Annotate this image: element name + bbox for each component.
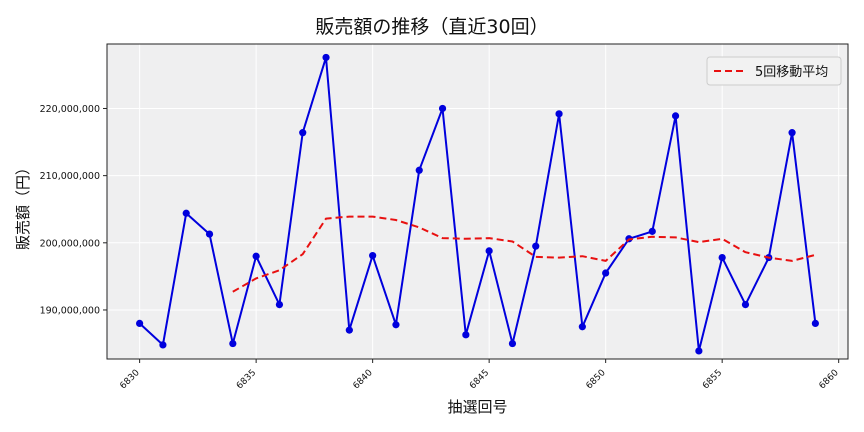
- y-tick-label: 220,000,000: [40, 104, 100, 115]
- data-point-marker: [438, 104, 447, 113]
- y-tick-label: 200,000,000: [40, 238, 100, 249]
- data-point-marker: [299, 129, 307, 137]
- data-point-marker: [602, 269, 610, 277]
- x-axis-label: 抽選回号: [447, 398, 508, 416]
- y-tick-label: 190,000,000: [40, 305, 100, 316]
- data-point-marker: [415, 166, 423, 174]
- data-point-marker: [136, 319, 144, 328]
- data-point-marker: [811, 319, 819, 328]
- data-point-marker: [695, 347, 703, 355]
- x-tick-label: 6850: [585, 368, 608, 391]
- x-tick-label: 6860: [818, 368, 841, 391]
- chart-title: 販売額の推移（直近30回）: [315, 16, 549, 38]
- data-point-marker: [392, 321, 400, 329]
- data-point-marker: [578, 323, 586, 331]
- data-point-marker: [788, 129, 796, 137]
- data-point-marker: [648, 227, 656, 235]
- x-tick-label: 6830: [118, 368, 141, 391]
- data-point-marker: [555, 110, 563, 118]
- data-point-marker: [345, 326, 353, 334]
- sales-line: [138, 56, 817, 352]
- plot-frame: [106, 43, 849, 360]
- data-point-marker: [369, 251, 377, 260]
- data-point-marker: [532, 242, 540, 250]
- x-tick-label: 6845: [468, 368, 491, 391]
- data-point-marker: [508, 339, 517, 348]
- data-point-marker: [159, 341, 167, 349]
- legend-box: [706, 56, 842, 86]
- legend-label: 5回移動平均: [755, 65, 828, 80]
- moving-average-line: [232, 215, 816, 293]
- data-point-marker: [229, 339, 237, 348]
- data-point-marker: [322, 53, 330, 62]
- data-point-marker: [462, 331, 470, 339]
- data-point-marker: [275, 300, 284, 309]
- plot-background: [107, 44, 848, 359]
- x-tick-label: 6840: [351, 368, 374, 391]
- data-point-marker: [205, 230, 214, 238]
- y-tick-label: 210,000,000: [40, 171, 100, 182]
- data-point-marker: [671, 112, 680, 120]
- data-point-marker: [182, 209, 190, 217]
- x-tick-label: 6835: [235, 368, 258, 391]
- data-point-marker: [485, 247, 493, 255]
- x-tick-label: 6855: [701, 368, 724, 391]
- data-point-marker: [252, 252, 260, 260]
- y-axis-label-text: 販売額（円）: [14, 160, 32, 250]
- data-point-marker: [741, 300, 750, 309]
- data-point-marker: [718, 253, 726, 262]
